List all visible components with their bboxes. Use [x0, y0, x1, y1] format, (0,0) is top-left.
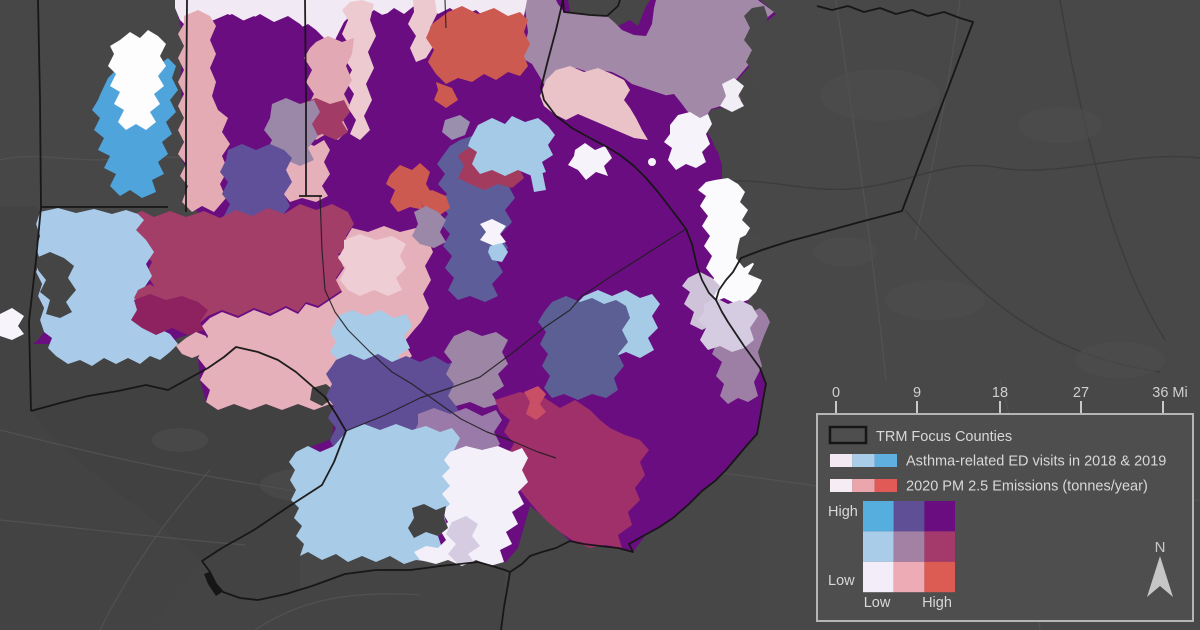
svg-text:27: 27 [1073, 385, 1089, 401]
svg-text:TRM Focus Counties: TRM Focus Counties [876, 429, 1012, 445]
svg-text:N: N [1155, 539, 1166, 556]
svg-text:9: 9 [913, 385, 921, 401]
svg-text:36 Mi: 36 Mi [1152, 385, 1187, 401]
svg-text:High: High [828, 504, 858, 520]
svg-text:Low: Low [864, 595, 891, 611]
svg-text:Low: Low [828, 573, 855, 589]
svg-text:2020 PM 2.5 Emissions (tonnes/: 2020 PM 2.5 Emissions (tonnes/year) [906, 479, 1148, 495]
svg-text:0: 0 [832, 385, 840, 401]
svg-text:Asthma-related ED visits in 20: Asthma-related ED visits in 2018 & 2019 [906, 454, 1166, 470]
svg-text:High: High [922, 595, 952, 611]
svg-text:18: 18 [992, 385, 1008, 401]
